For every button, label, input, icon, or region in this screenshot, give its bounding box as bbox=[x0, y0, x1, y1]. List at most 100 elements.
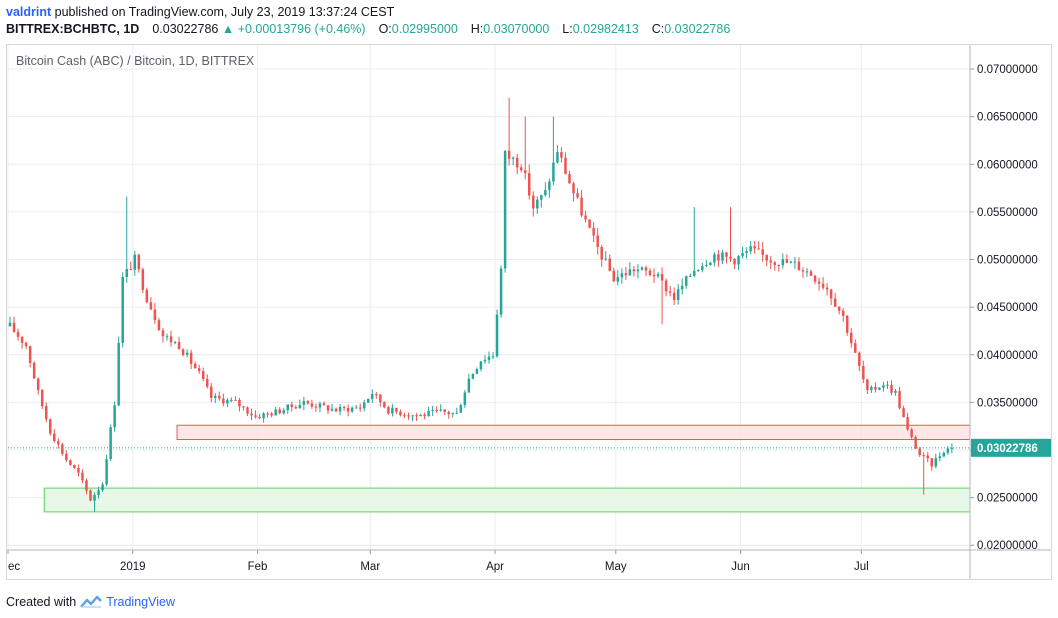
candle-body bbox=[439, 409, 442, 411]
support-zone[interactable] bbox=[43, 487, 971, 513]
candle-body bbox=[862, 366, 865, 380]
created-with-text: Created with bbox=[6, 595, 77, 609]
price-zones bbox=[43, 424, 971, 513]
candle-body bbox=[419, 414, 422, 417]
candle-body bbox=[16, 331, 20, 337]
candle-body bbox=[580, 197, 583, 216]
candle-body bbox=[314, 406, 318, 408]
candle-body bbox=[61, 444, 64, 454]
candle-body bbox=[656, 274, 660, 277]
candle-body bbox=[44, 406, 48, 420]
high-value: 0.03070000 bbox=[483, 22, 550, 36]
candle-body bbox=[318, 403, 322, 408]
y-tick-label: 0.05500000 bbox=[977, 207, 1038, 219]
candle-body bbox=[757, 248, 760, 250]
candle-body bbox=[544, 189, 547, 196]
candle-body bbox=[157, 320, 161, 331]
candle-body bbox=[149, 302, 153, 310]
candle-body bbox=[161, 330, 165, 337]
y-tick-label: 0.05000000 bbox=[977, 255, 1038, 267]
candle-body bbox=[197, 368, 201, 372]
x-tick-label: Jun bbox=[731, 561, 750, 573]
candle-body bbox=[467, 378, 471, 393]
candle-body bbox=[668, 291, 672, 293]
candle-body bbox=[165, 336, 169, 338]
candle-body bbox=[705, 265, 708, 267]
candle-body bbox=[443, 409, 446, 412]
candle-body bbox=[322, 403, 326, 406]
candle-body bbox=[507, 150, 511, 159]
candle-body bbox=[40, 390, 44, 407]
change-value: +0.00013796 (+0.46%) bbox=[237, 22, 366, 36]
candle-body bbox=[894, 391, 897, 393]
candle-body bbox=[741, 253, 744, 257]
axes: 0.020000000.025000000.030000000.03500000… bbox=[6, 44, 1052, 580]
candle-body bbox=[632, 269, 636, 272]
candle-body bbox=[568, 173, 571, 184]
candle-body bbox=[560, 152, 563, 158]
candle-body bbox=[65, 453, 68, 461]
candle-body bbox=[733, 258, 736, 265]
candle-body bbox=[97, 490, 100, 495]
candle-body bbox=[69, 460, 72, 465]
y-tick-label: 0.06500000 bbox=[977, 112, 1038, 124]
x-tick-label: Feb bbox=[248, 561, 268, 573]
candle-body bbox=[28, 346, 32, 363]
open-label: O: bbox=[378, 22, 392, 36]
candle-body bbox=[310, 403, 314, 407]
publish-info: valdrint published on TradingView.com, J… bbox=[6, 5, 394, 21]
candle-body bbox=[910, 429, 913, 438]
chart-area[interactable]: 0.020000000.025000000.030000000.03500000… bbox=[6, 44, 1052, 580]
tradingview-link[interactable]: TradingView bbox=[106, 595, 175, 609]
candle-body bbox=[926, 455, 929, 459]
candle-body bbox=[636, 269, 640, 272]
candle-body bbox=[680, 285, 684, 290]
candle-body bbox=[282, 410, 285, 414]
candle-body bbox=[250, 413, 253, 416]
candle-body bbox=[463, 392, 467, 406]
candle-body bbox=[761, 249, 764, 255]
candle-body bbox=[801, 270, 805, 272]
candle-body bbox=[660, 274, 664, 281]
x-tick-label: Jul bbox=[854, 561, 869, 573]
candle-body bbox=[407, 415, 410, 417]
candle-body bbox=[242, 406, 245, 408]
candle-body bbox=[371, 394, 374, 399]
candle-body bbox=[600, 246, 603, 260]
candle-body bbox=[809, 271, 813, 276]
candle-body bbox=[515, 157, 519, 168]
candle-body bbox=[503, 150, 507, 269]
candle-body bbox=[133, 254, 137, 270]
grid-lines bbox=[7, 44, 970, 550]
candle-body bbox=[624, 273, 628, 276]
candle-body bbox=[129, 269, 133, 271]
candle-body bbox=[342, 406, 346, 408]
author-name[interactable]: valdrint bbox=[6, 5, 52, 19]
candle-body bbox=[36, 378, 40, 391]
candle-body bbox=[366, 398, 370, 403]
low-value: 0.02982413 bbox=[572, 22, 639, 36]
candle-body bbox=[230, 399, 233, 401]
candle-body bbox=[93, 494, 96, 501]
published-text: published on TradingView.com, July 23, 2… bbox=[54, 5, 395, 19]
candle-body bbox=[753, 246, 756, 249]
candle-body bbox=[837, 306, 841, 311]
candle-body bbox=[886, 384, 889, 386]
candle-body bbox=[379, 394, 382, 403]
candle-body bbox=[109, 427, 112, 460]
candle-body bbox=[829, 289, 833, 299]
candle-body bbox=[523, 170, 527, 174]
candle-body bbox=[528, 173, 531, 196]
x-tick-label: May bbox=[605, 561, 627, 573]
candlestick-chart[interactable]: 0.020000000.025000000.030000000.03500000… bbox=[6, 44, 1052, 580]
candle-body bbox=[294, 407, 298, 409]
candle-body bbox=[499, 268, 503, 315]
candle-body bbox=[85, 480, 88, 491]
symbol-info: BITTREX:BCHBTC, 1D 0.03022786 ▲ +0.00013… bbox=[6, 22, 730, 38]
candle-body bbox=[49, 419, 52, 434]
resistance-zone[interactable] bbox=[176, 424, 971, 441]
candle-body bbox=[12, 322, 16, 332]
candle-body bbox=[77, 467, 80, 473]
candle-body bbox=[556, 152, 559, 163]
candle-body bbox=[238, 399, 241, 407]
